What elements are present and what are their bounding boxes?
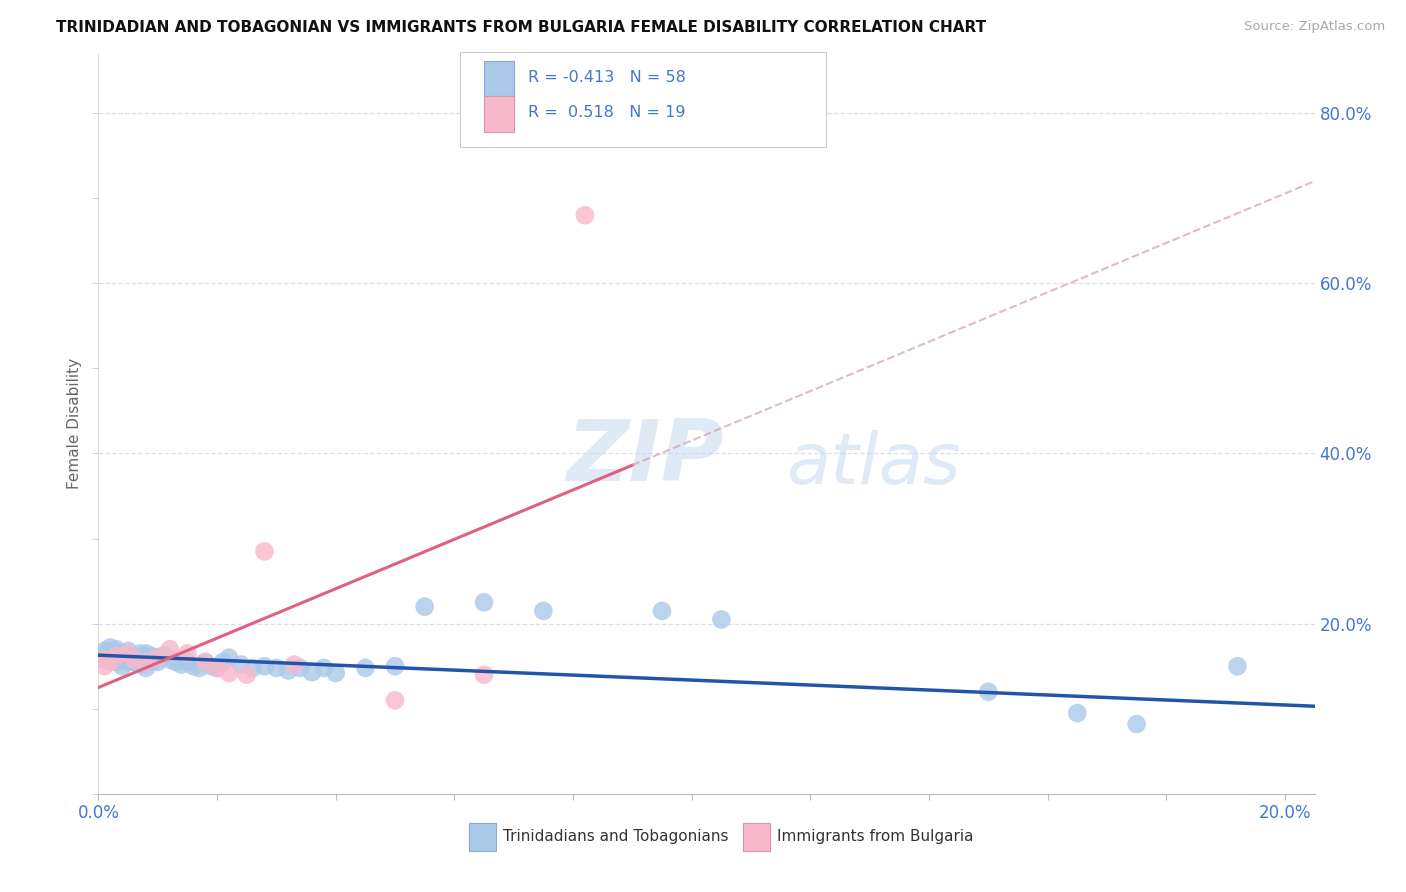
Text: R = -0.413   N = 58: R = -0.413 N = 58 — [527, 70, 686, 85]
Point — [105, 655, 128, 669]
Point — [93, 648, 115, 662]
Point — [98, 640, 121, 655]
Point — [135, 661, 157, 675]
Point — [159, 642, 181, 657]
Point — [183, 659, 205, 673]
Point — [165, 655, 187, 669]
Point — [472, 595, 495, 609]
Point — [117, 648, 139, 662]
Point — [146, 650, 169, 665]
FancyBboxPatch shape — [460, 52, 825, 147]
Point — [98, 655, 121, 669]
Point — [229, 657, 252, 672]
Point — [977, 685, 1000, 699]
Point — [170, 657, 193, 672]
Point — [354, 661, 377, 675]
Point — [98, 655, 121, 669]
Point — [188, 661, 211, 675]
Point — [194, 655, 217, 669]
Point — [1226, 659, 1249, 673]
Point — [129, 647, 152, 661]
Text: Immigrants from Bulgaria: Immigrants from Bulgaria — [778, 830, 973, 845]
Point — [117, 647, 139, 661]
Point — [205, 661, 228, 675]
Point — [218, 650, 240, 665]
Point — [413, 599, 436, 614]
Point — [1125, 717, 1147, 731]
Text: ZIP: ZIP — [567, 416, 724, 499]
Point — [135, 655, 157, 669]
Bar — [470, 822, 496, 851]
Point — [146, 655, 169, 669]
Point — [176, 647, 198, 661]
Point — [301, 665, 323, 680]
Point — [93, 644, 115, 658]
Point — [472, 667, 495, 681]
Point — [117, 644, 139, 658]
Bar — [742, 822, 769, 851]
Point — [111, 652, 134, 666]
Point — [122, 655, 145, 669]
Point — [235, 667, 257, 681]
Point — [253, 544, 276, 558]
Point — [135, 647, 157, 661]
Text: TRINIDADIAN AND TOBAGONIAN VS IMMIGRANTS FROM BULGARIA FEMALE DISABILITY CORRELA: TRINIDADIAN AND TOBAGONIAN VS IMMIGRANTS… — [56, 20, 987, 35]
Text: Trinidadians and Tobagonians: Trinidadians and Tobagonians — [503, 830, 728, 845]
Text: Source: ZipAtlas.com: Source: ZipAtlas.com — [1244, 20, 1385, 33]
Point — [253, 659, 276, 673]
Point — [266, 661, 288, 675]
Point — [242, 661, 264, 675]
Point — [325, 666, 347, 681]
Point — [122, 650, 145, 665]
Point — [384, 693, 406, 707]
Point — [152, 648, 174, 662]
Point — [135, 652, 157, 666]
Text: atlas: atlas — [786, 430, 960, 499]
Point — [129, 657, 152, 672]
Point — [200, 659, 222, 673]
Point — [93, 659, 115, 673]
Point — [146, 650, 169, 665]
Point — [105, 648, 128, 663]
Point — [531, 604, 554, 618]
Point — [194, 655, 217, 669]
Point — [1066, 706, 1088, 720]
Point — [141, 648, 163, 663]
Point — [283, 657, 305, 672]
Point — [159, 652, 181, 666]
Point — [710, 612, 733, 626]
Point — [98, 647, 121, 661]
Point — [277, 664, 299, 678]
Bar — [484, 61, 515, 96]
Point — [218, 666, 240, 681]
Text: R =  0.518   N = 19: R = 0.518 N = 19 — [527, 105, 685, 120]
Point — [122, 652, 145, 666]
Y-axis label: Female Disability: Female Disability — [66, 358, 82, 490]
Point — [384, 659, 406, 673]
Point — [93, 652, 115, 666]
Point — [574, 208, 596, 222]
Point — [651, 604, 673, 618]
Point — [111, 659, 134, 673]
Point — [205, 661, 228, 675]
Point — [288, 661, 311, 675]
Point — [141, 655, 163, 669]
Point — [176, 655, 198, 669]
Point — [105, 642, 128, 657]
Point — [111, 647, 134, 661]
Bar — [484, 96, 515, 132]
Point — [117, 655, 139, 669]
Point — [93, 652, 115, 666]
Point — [105, 648, 128, 663]
Point — [312, 661, 335, 675]
Point — [212, 655, 235, 669]
